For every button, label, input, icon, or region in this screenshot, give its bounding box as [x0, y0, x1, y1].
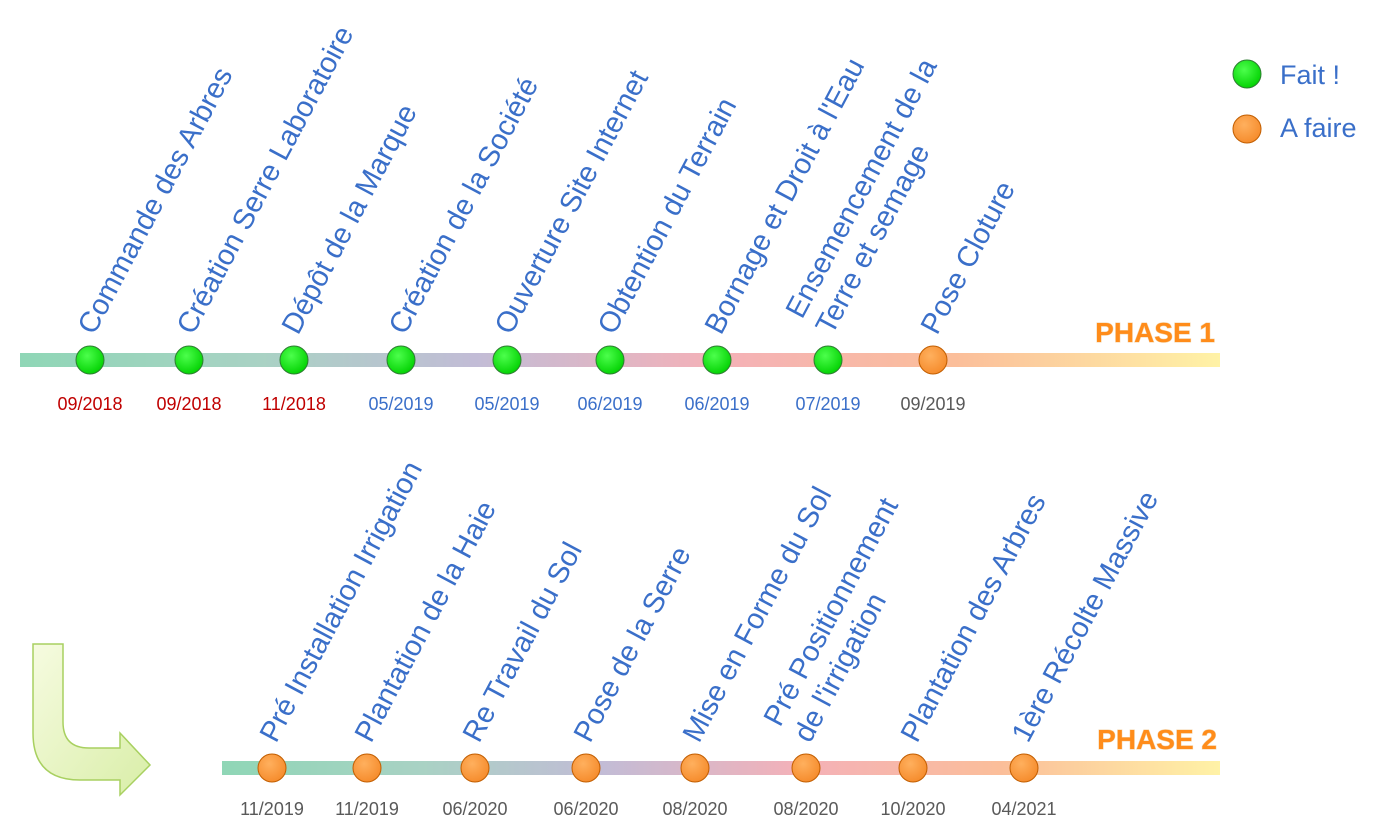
milestone-done-marker: [174, 345, 204, 375]
legend: Fait ! A faire: [1232, 59, 1357, 144]
milestone-done-marker: [279, 345, 309, 375]
milestone-label: Création Serre Laboratoire: [171, 21, 360, 339]
milestone-todo-marker: [571, 753, 601, 783]
milestone: Pose Cloture 09/2019: [900, 176, 1021, 414]
milestone-date: 05/2019: [368, 394, 433, 414]
milestone-date: 11/2019: [335, 799, 399, 819]
milestone-label: Pose Cloture: [915, 176, 1022, 339]
phase-1-title: PHASE 1: [1095, 317, 1215, 348]
milestone-label: Pose de la Serre: [568, 542, 698, 748]
milestone-done-marker: [492, 345, 522, 375]
milestone-date: 11/2018: [262, 394, 326, 414]
milestone-todo-marker: [257, 753, 287, 783]
milestone-date: 09/2019: [900, 394, 965, 414]
milestone-date: 07/2019: [795, 394, 860, 414]
milestone-date: 05/2019: [474, 394, 539, 414]
milestone-done-marker: [702, 345, 732, 375]
legend-todo-marker: [1232, 114, 1262, 144]
milestone-label: Pré Installation Irrigation: [254, 456, 429, 747]
milestone-label: Re Travail du Sol: [457, 537, 589, 747]
phase-2: PHASE 2 Pré Installation Irrigation 11/20…: [222, 456, 1220, 819]
milestone-todo-marker: [352, 753, 382, 783]
milestone-date: 08/2020: [662, 799, 727, 819]
phase-2-milestones: Pré Installation Irrigation11/2019Planta…: [240, 456, 1165, 819]
milestone-done-marker: [386, 345, 416, 375]
milestone-date: 06/2020: [553, 799, 618, 819]
legend-done-marker: [1232, 59, 1262, 89]
phase-2-title: PHASE 2: [1097, 724, 1217, 755]
legend-done-label: Fait !: [1280, 60, 1340, 90]
legend-todo-label: A faire: [1280, 113, 1357, 143]
milestone-done-marker: [595, 345, 625, 375]
milestone-done-marker: [813, 345, 843, 375]
milestone: Pose de la Serre 06/2020: [553, 542, 697, 819]
milestone-date: 04/2021: [991, 799, 1056, 819]
transition-arrow-icon: [32, 643, 152, 797]
milestone-date: 06/2019: [577, 394, 642, 414]
milestone-date: 08/2020: [773, 799, 838, 819]
milestone-date: 09/2018: [57, 394, 122, 414]
milestone-todo-marker: [898, 753, 928, 783]
milestone-date: 10/2020: [880, 799, 945, 819]
milestone-todo-marker: [791, 753, 821, 783]
phase-1: PHASE 1 Commande des Arbres09/2018Créati…: [20, 21, 1220, 414]
milestone-todo-marker: [918, 345, 948, 375]
milestone-done-marker: [75, 345, 105, 375]
milestone-date: 06/2019: [684, 394, 749, 414]
milestone-todo-marker: [680, 753, 710, 783]
milestone-date: 09/2018: [156, 394, 221, 414]
milestone-date: 06/2020: [442, 799, 507, 819]
milestone-todo-marker: [460, 753, 490, 783]
milestone-date: 11/2019: [240, 799, 304, 819]
milestone-todo-marker: [1009, 753, 1039, 783]
